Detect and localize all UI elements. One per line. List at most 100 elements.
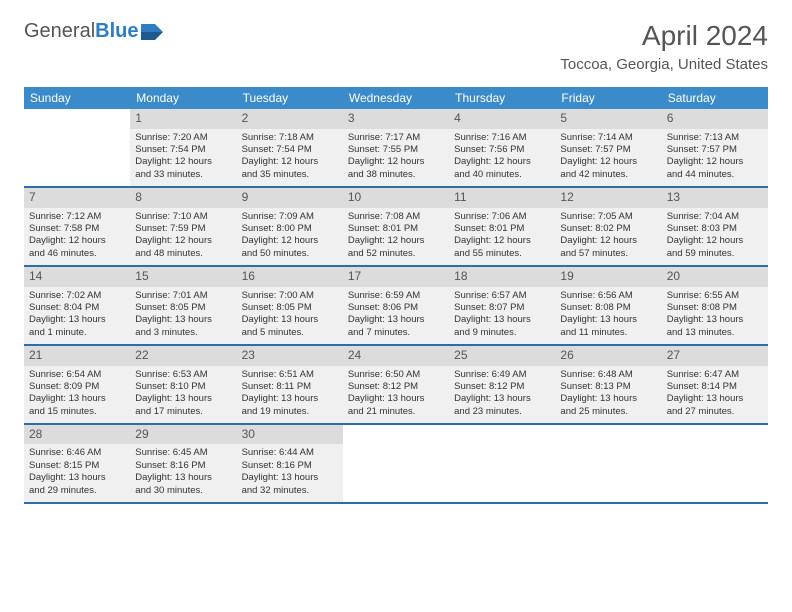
day-detail-line: and 30 minutes.	[135, 485, 231, 497]
day-detail-line: and 1 minute.	[29, 327, 125, 339]
day-number: 23	[237, 346, 343, 366]
day-detail-line: Sunrise: 6:53 AM	[135, 369, 231, 381]
calendar-cell: 24Sunrise: 6:50 AMSunset: 8:12 PMDayligh…	[343, 346, 449, 423]
day-detail-line: Daylight: 12 hours	[454, 156, 550, 168]
day-number: 9	[237, 188, 343, 208]
calendar: Sunday Monday Tuesday Wednesday Thursday…	[24, 87, 768, 504]
day-detail-line: Sunrise: 6:59 AM	[348, 290, 444, 302]
day-detail-line: and 27 minutes.	[667, 406, 763, 418]
day-detail-line: Sunset: 8:09 PM	[29, 381, 125, 393]
day-detail-line: Sunset: 7:56 PM	[454, 144, 550, 156]
day-detail-line: and 35 minutes.	[242, 169, 338, 181]
day-detail-line: Sunrise: 7:10 AM	[135, 211, 231, 223]
day-detail-line: and 25 minutes.	[560, 406, 656, 418]
day-detail-line: Sunset: 8:14 PM	[667, 381, 763, 393]
day-number: 28	[24, 425, 130, 445]
day-detail-line: Daylight: 13 hours	[242, 472, 338, 484]
day-header-sun: Sunday	[24, 87, 130, 109]
day-detail-line: Daylight: 13 hours	[135, 472, 231, 484]
day-number: 8	[130, 188, 236, 208]
calendar-cell: 26Sunrise: 6:48 AMSunset: 8:13 PMDayligh…	[555, 346, 661, 423]
day-detail-line: and 48 minutes.	[135, 248, 231, 260]
day-header-thu: Thursday	[449, 87, 555, 109]
day-detail-line: and 17 minutes.	[135, 406, 231, 418]
day-number: 30	[237, 425, 343, 445]
day-number: 2	[237, 109, 343, 129]
day-detail-line: Sunrise: 7:08 AM	[348, 211, 444, 223]
week-row: 28Sunrise: 6:46 AMSunset: 8:15 PMDayligh…	[24, 425, 768, 504]
day-detail-line: Sunset: 8:06 PM	[348, 302, 444, 314]
day-detail-line: Daylight: 13 hours	[348, 393, 444, 405]
calendar-cell: 12Sunrise: 7:05 AMSunset: 8:02 PMDayligh…	[555, 188, 661, 265]
calendar-cell: 7Sunrise: 7:12 AMSunset: 7:58 PMDaylight…	[24, 188, 130, 265]
day-detail-line: and 42 minutes.	[560, 169, 656, 181]
day-detail-line: Sunset: 7:57 PM	[667, 144, 763, 156]
calendar-cell: 18Sunrise: 6:57 AMSunset: 8:07 PMDayligh…	[449, 267, 555, 344]
day-detail-line: Sunrise: 7:13 AM	[667, 132, 763, 144]
day-detail-line: Daylight: 13 hours	[667, 314, 763, 326]
calendar-cell: 8Sunrise: 7:10 AMSunset: 7:59 PMDaylight…	[130, 188, 236, 265]
day-detail-line: and 23 minutes.	[454, 406, 550, 418]
day-number: 10	[343, 188, 449, 208]
day-detail-line: Sunrise: 6:54 AM	[29, 369, 125, 381]
day-detail-line: and 55 minutes.	[454, 248, 550, 260]
day-detail-line: Sunrise: 7:16 AM	[454, 132, 550, 144]
day-number: 4	[449, 109, 555, 129]
day-detail-line: Sunset: 7:54 PM	[135, 144, 231, 156]
day-detail-line: and 57 minutes.	[560, 248, 656, 260]
day-number: 17	[343, 267, 449, 287]
day-detail-line: Daylight: 12 hours	[348, 156, 444, 168]
day-number: 16	[237, 267, 343, 287]
day-detail-line: and 40 minutes.	[454, 169, 550, 181]
day-detail-line: and 9 minutes.	[454, 327, 550, 339]
logo-word2: Blue	[95, 20, 138, 42]
week-row: 1Sunrise: 7:20 AMSunset: 7:54 PMDaylight…	[24, 109, 768, 188]
day-detail-line: Sunset: 8:13 PM	[560, 381, 656, 393]
day-detail-line: Sunrise: 7:05 AM	[560, 211, 656, 223]
calendar-cell: 15Sunrise: 7:01 AMSunset: 8:05 PMDayligh…	[130, 267, 236, 344]
day-number: 19	[555, 267, 661, 287]
day-detail-line: Daylight: 12 hours	[29, 235, 125, 247]
day-detail-line: and 50 minutes.	[242, 248, 338, 260]
day-detail-line: Sunset: 8:07 PM	[454, 302, 550, 314]
location: Toccoa, Georgia, United States	[560, 56, 768, 73]
day-detail-line: Daylight: 12 hours	[242, 235, 338, 247]
day-detail-line: Daylight: 13 hours	[560, 314, 656, 326]
calendar-cell: 27Sunrise: 6:47 AMSunset: 8:14 PMDayligh…	[662, 346, 768, 423]
day-detail-line: Sunrise: 7:00 AM	[242, 290, 338, 302]
day-detail-line: Sunset: 7:57 PM	[560, 144, 656, 156]
day-detail-line: and 5 minutes.	[242, 327, 338, 339]
calendar-cell: 16Sunrise: 7:00 AMSunset: 8:05 PMDayligh…	[237, 267, 343, 344]
day-detail-line: Sunrise: 7:02 AM	[29, 290, 125, 302]
day-detail-line: Daylight: 13 hours	[454, 314, 550, 326]
day-detail-line: Daylight: 13 hours	[242, 314, 338, 326]
day-detail-line: Sunrise: 7:20 AM	[135, 132, 231, 144]
day-detail-line: Sunrise: 7:12 AM	[29, 211, 125, 223]
day-detail-line: Sunset: 8:16 PM	[242, 460, 338, 472]
calendar-cell: 11Sunrise: 7:06 AMSunset: 8:01 PMDayligh…	[449, 188, 555, 265]
day-detail-line: Daylight: 12 hours	[135, 235, 231, 247]
day-detail-line: Sunrise: 6:49 AM	[454, 369, 550, 381]
calendar-cell: 20Sunrise: 6:55 AMSunset: 8:08 PMDayligh…	[662, 267, 768, 344]
day-detail-line: Sunset: 8:00 PM	[242, 223, 338, 235]
calendar-cell	[449, 425, 555, 502]
day-number: 6	[662, 109, 768, 129]
day-number: 7	[24, 188, 130, 208]
day-detail-line: and 59 minutes.	[667, 248, 763, 260]
day-detail-line: Sunset: 8:01 PM	[348, 223, 444, 235]
day-detail-line: Sunset: 8:08 PM	[667, 302, 763, 314]
day-detail-line: Sunrise: 6:46 AM	[29, 447, 125, 459]
day-detail-line: Daylight: 13 hours	[29, 393, 125, 405]
calendar-cell: 2Sunrise: 7:18 AMSunset: 7:54 PMDaylight…	[237, 109, 343, 186]
calendar-cell: 1Sunrise: 7:20 AMSunset: 7:54 PMDaylight…	[130, 109, 236, 186]
day-detail-line: and 52 minutes.	[348, 248, 444, 260]
day-detail-line: Sunrise: 7:14 AM	[560, 132, 656, 144]
day-detail-line: Daylight: 13 hours	[29, 314, 125, 326]
logo: GeneralBlue	[24, 20, 163, 43]
day-detail-line: Daylight: 12 hours	[560, 235, 656, 247]
day-number: 3	[343, 109, 449, 129]
day-detail-line: Sunset: 8:12 PM	[348, 381, 444, 393]
week-row: 14Sunrise: 7:02 AMSunset: 8:04 PMDayligh…	[24, 267, 768, 346]
day-detail-line: Sunrise: 6:50 AM	[348, 369, 444, 381]
day-detail-line: Daylight: 13 hours	[348, 314, 444, 326]
